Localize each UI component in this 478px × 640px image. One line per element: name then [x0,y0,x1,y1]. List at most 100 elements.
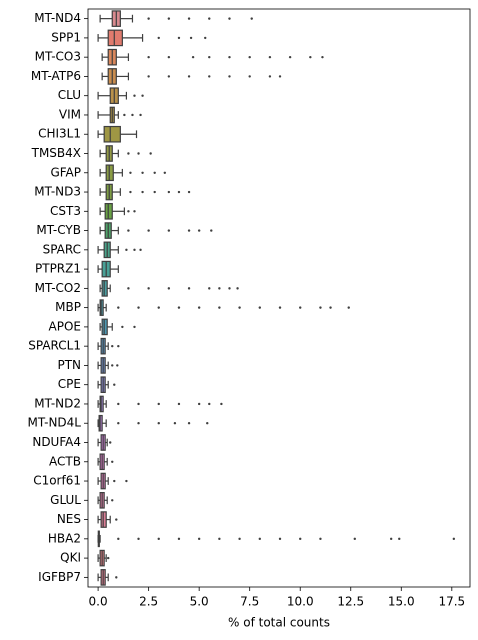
outlier [204,36,207,40]
outlier [187,422,191,425]
outlier [137,152,140,155]
outlier [131,113,134,117]
outlier [127,210,130,213]
x-tick-label: 10.0 [287,595,314,609]
x-tick-label: 2.5 [139,595,158,609]
outlier [218,537,221,541]
outlier [238,537,241,541]
outlier [228,17,231,20]
y-tick-label: MT-ND2 [34,396,81,410]
outlier [125,248,128,252]
outlier [141,94,144,97]
y-tick-label: NES [57,512,81,526]
y-tick-label: HBA2 [48,531,81,545]
outlier [228,55,231,59]
outlier [278,75,282,78]
y-tick-label: CLU [58,88,81,102]
outlier [129,190,132,194]
outlier [319,306,322,309]
y-tick-label: MT-ATP6 [31,69,81,83]
y-tick-label: MT-ND3 [34,185,81,199]
outlier [258,537,261,541]
y-tick-label: MT-CYB [36,223,81,237]
outlier [321,55,324,59]
y-tick-label: CST3 [50,204,81,218]
outlier [299,537,302,541]
outlier [177,306,181,309]
outlier [177,36,181,40]
outlier [197,306,201,309]
x-axis-label: % of total counts [228,616,330,630]
outlier [141,171,144,174]
y-tick-label: PTN [57,358,81,372]
outlier [147,17,150,20]
outlier [197,402,201,406]
outlier [123,113,126,117]
outlier [117,402,120,406]
outlier [398,537,401,541]
y-tick-label: APOE [49,319,81,333]
x-tick-label: 15.0 [388,595,415,609]
y-tick-label: SPP1 [51,30,81,44]
outlier [133,248,136,252]
outlier [228,287,231,290]
outlier [167,190,171,194]
y-tick-label: GLUL [50,493,81,507]
y-tick-label: NDUFA4 [32,435,81,449]
y-tick-label: SPARCL1 [28,339,81,353]
outlier [452,537,456,541]
outlier [147,55,150,59]
outlier [167,287,171,290]
outlier [127,229,130,232]
x-tick-label: 12.5 [337,595,364,609]
y-tick-label: CHI3L1 [38,127,81,141]
outlier [208,17,211,20]
outlier [268,75,272,78]
outlier [278,537,282,541]
outlier [117,537,120,541]
outlier [177,537,181,541]
outlier [127,287,130,290]
outlier [248,75,251,78]
outlier [288,55,292,59]
outlier [187,75,191,78]
outlier [238,306,241,309]
outlier [208,402,211,406]
outlier [248,55,251,59]
y-tick-label: SPARC [43,242,81,256]
y-tick-label: MT-CO2 [35,281,81,295]
plot-frame [87,8,471,588]
y-tick-label: MBP [55,300,81,314]
y-tick-label: QKI [60,551,81,565]
outlier [208,55,211,59]
y-tick-label: TMSB4X [31,146,81,160]
y-tick-label: MT-ND4L [28,416,82,430]
outlier [153,171,156,174]
y-tick-label: CPE [58,377,81,391]
outlier [189,36,193,40]
outlier [347,306,350,309]
outlier [141,190,144,194]
outlier [319,537,322,541]
outlier [139,113,142,117]
outlier [157,306,160,309]
outlier [278,306,282,309]
outlier [208,75,211,78]
x-tick-label: 7.5 [240,595,259,609]
y-tick-label: C1orf61 [33,474,81,488]
outlier [167,55,171,59]
outlier [218,287,221,290]
outlier [210,229,213,232]
outlier [139,248,142,252]
outlier [236,287,239,290]
y-tick-label: IGFBP7 [38,570,81,584]
outlier [177,402,181,406]
box [103,125,121,143]
outlier [191,55,195,59]
outlier [157,402,160,406]
outlier [137,537,140,541]
outlier [309,55,312,59]
outlier [299,306,302,309]
